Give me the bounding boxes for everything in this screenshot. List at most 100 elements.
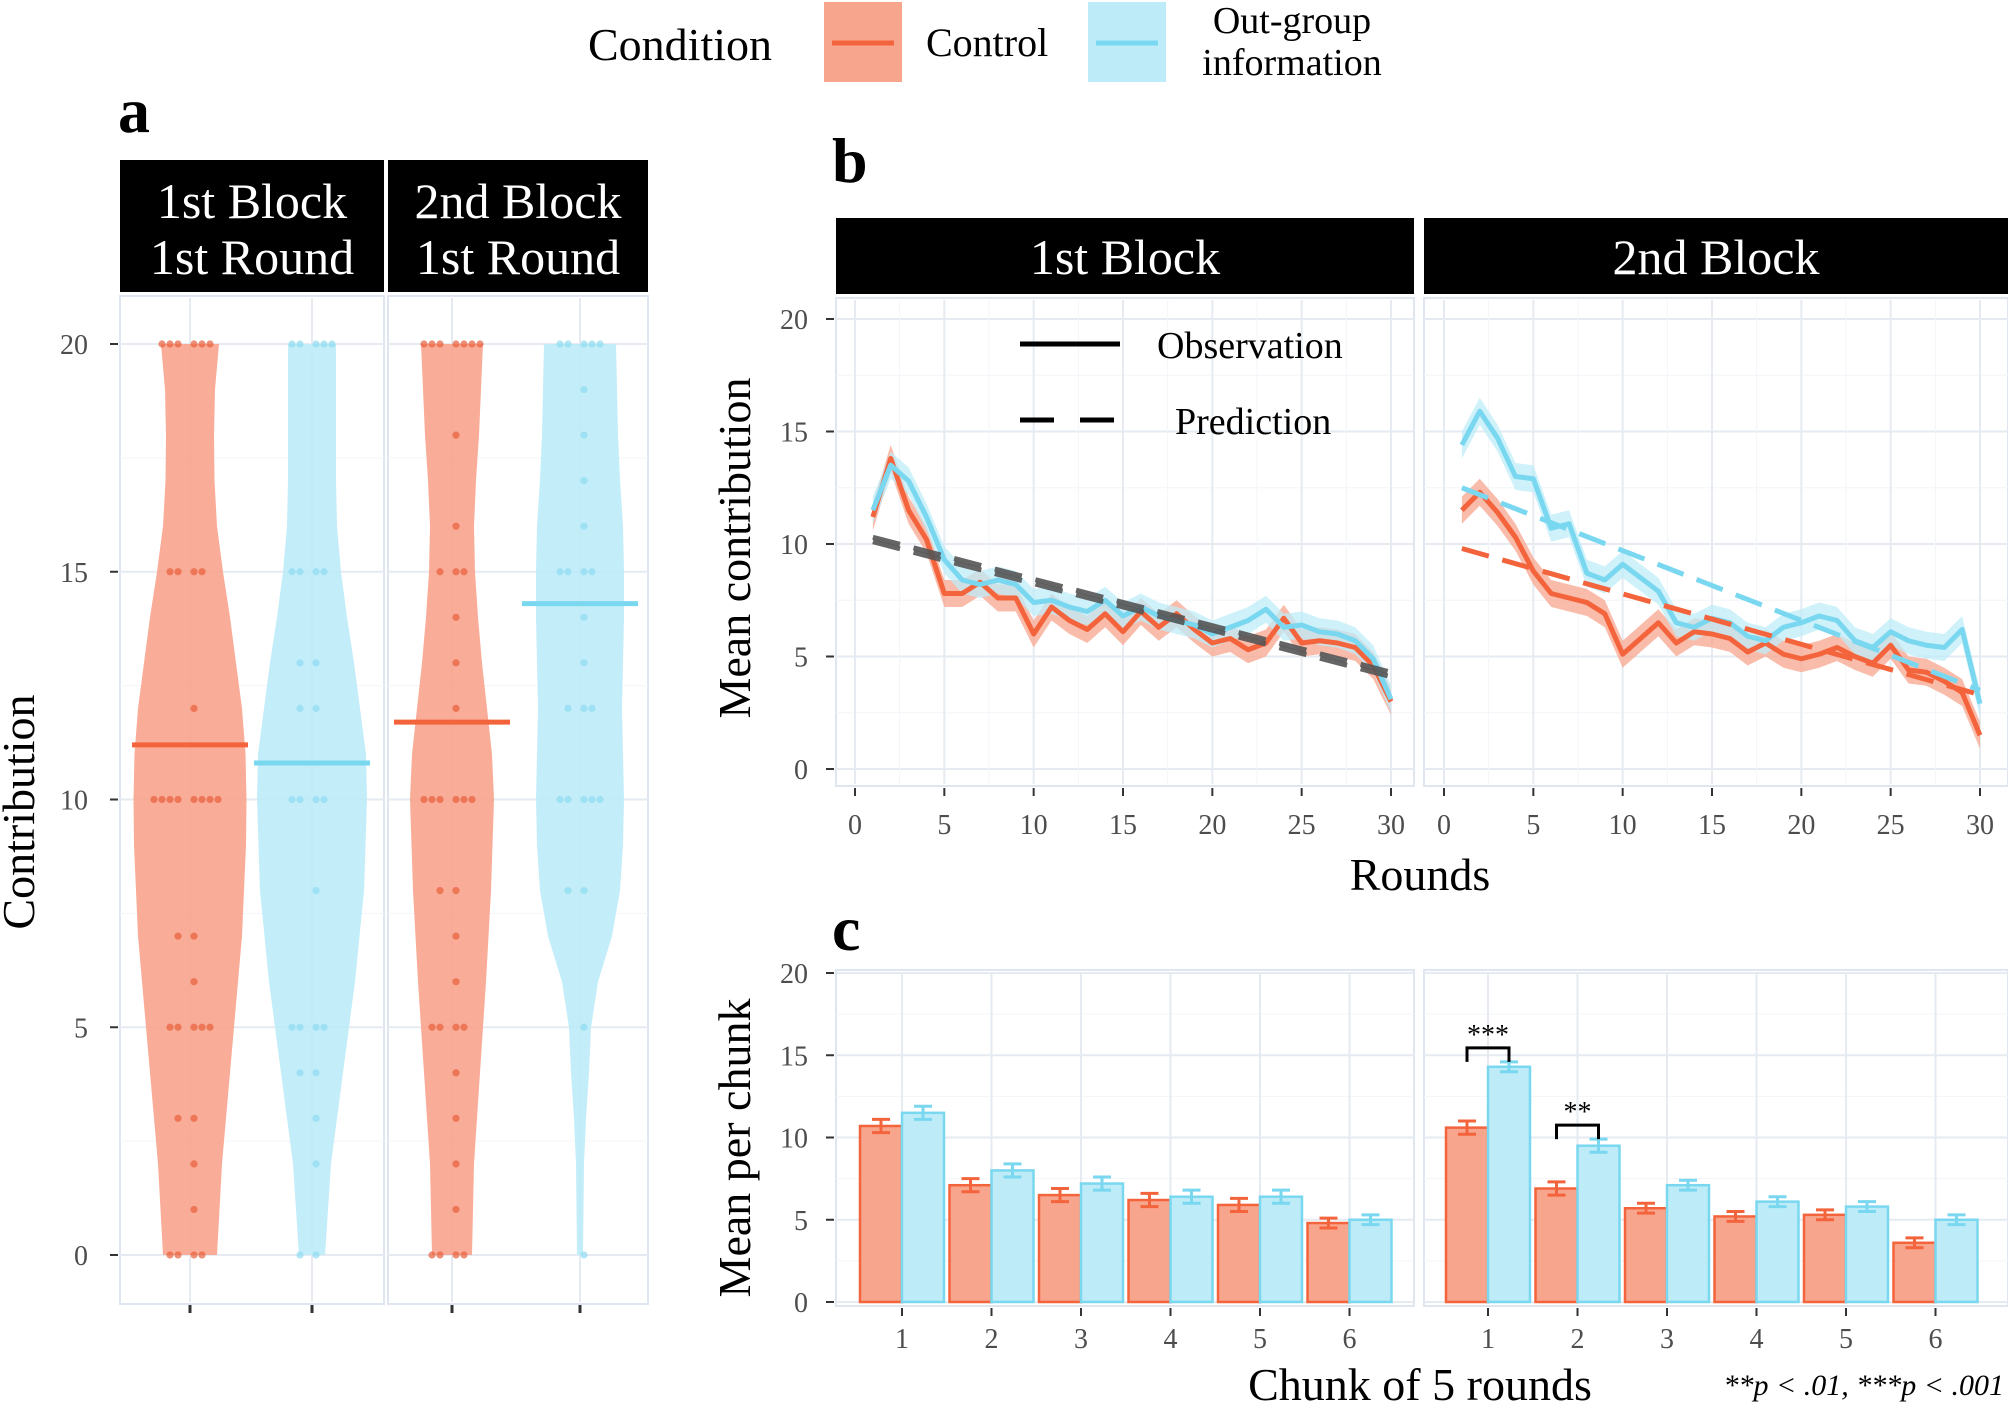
legend-label-outgroup-line2: information	[1202, 42, 1381, 84]
a-ytick-label: 20	[60, 330, 88, 361]
panel-c-x-label: Chunk of 5 rounds	[1248, 1359, 1592, 1405]
panel-c-ticks: 0 5 10 15 20 1 2 3 4 5 6 1 2 3 4 5 6	[780, 959, 1943, 1355]
data-point	[564, 340, 572, 348]
c-xtick-label: 1	[895, 1324, 909, 1355]
data-point	[174, 340, 182, 348]
data-point	[556, 568, 564, 576]
data-point	[198, 795, 206, 804]
b-ytick-label: 10	[780, 530, 808, 561]
a-ytick-label: 15	[60, 558, 88, 589]
data-point	[150, 795, 158, 804]
error-bar-control	[961, 1177, 980, 1194]
panel-a-points	[150, 340, 604, 1259]
bar-control	[1216, 1203, 1262, 1304]
data-point	[596, 340, 604, 348]
data-point	[206, 1023, 214, 1031]
data-point	[296, 340, 304, 348]
panel-b-frame-1	[835, 297, 1415, 787]
panel-a-violins	[133, 344, 624, 1255]
data-point	[312, 340, 320, 348]
data-point	[320, 568, 328, 576]
bar-outgroup	[1844, 1205, 1890, 1304]
data-point	[452, 932, 460, 940]
data-point	[588, 340, 596, 348]
error-bar-control	[1637, 1201, 1655, 1215]
data-point	[460, 1251, 468, 1259]
data-point	[206, 795, 214, 804]
data-point	[320, 340, 328, 348]
data-point	[296, 1251, 304, 1259]
data-point	[580, 431, 588, 439]
data-point	[190, 704, 198, 713]
b-xtick-label: 10	[1609, 810, 1637, 841]
panel-b-x-label: Rounds	[1350, 849, 1491, 900]
panel-a-means	[132, 601, 638, 766]
c-ytick-label: 5	[794, 1206, 808, 1237]
data-point	[166, 1023, 174, 1031]
data-point	[436, 1023, 444, 1031]
violin-2-outgroup	[536, 344, 624, 1255]
data-point	[166, 1251, 174, 1259]
error-bar-outgroup	[914, 1104, 932, 1121]
data-point	[428, 795, 436, 804]
c-ytick-label: 10	[780, 1124, 808, 1155]
legend-label-outgroup-line1: Out-group	[1213, 0, 1371, 42]
data-point	[580, 659, 588, 667]
legend-item-control: Control	[824, 2, 1048, 82]
data-point	[312, 1114, 320, 1122]
bar-control	[1444, 1126, 1490, 1304]
error-bar-outgroup	[1858, 1200, 1876, 1214]
significance-label: ***	[1467, 1020, 1509, 1051]
data-point	[468, 795, 476, 804]
data-point	[174, 1023, 182, 1031]
significance-label: **	[1564, 1097, 1592, 1128]
data-point	[174, 932, 182, 940]
data-point	[460, 340, 468, 348]
data-point	[190, 340, 198, 348]
data-point	[190, 978, 198, 986]
data-point	[158, 795, 166, 804]
c-ytick-label: 15	[780, 1041, 808, 1072]
c-xtick-label: 3	[1660, 1324, 1674, 1355]
data-point	[468, 340, 476, 348]
data-point	[320, 1023, 328, 1031]
data-point	[174, 1114, 182, 1122]
prediction-line-outgroup	[1460, 485, 1981, 693]
strip-a-2	[388, 160, 648, 292]
error-bar-control	[872, 1117, 890, 1135]
data-point	[452, 704, 460, 713]
data-point	[588, 704, 596, 713]
bar-outgroup	[1486, 1065, 1532, 1304]
bar-control	[948, 1183, 993, 1304]
panel-c-bars	[858, 1060, 1979, 1304]
a-ytick-label: 10	[60, 786, 88, 817]
bar-control	[1892, 1241, 1937, 1304]
data-point	[296, 568, 304, 576]
prediction-line-control	[1461, 546, 1981, 698]
data-point	[452, 1160, 460, 1168]
prediction-line-outgroup	[872, 534, 1392, 675]
b-xtick-label: 20	[1198, 810, 1226, 841]
error-bar-outgroup	[1589, 1137, 1608, 1154]
c-ytick-label: 0	[794, 1288, 808, 1319]
data-point	[190, 1114, 198, 1122]
panel-c-significance: *****	[1465, 1020, 1600, 1140]
bar-outgroup	[1665, 1183, 1711, 1304]
bar-outgroup	[1348, 1218, 1393, 1304]
data-point	[296, 704, 304, 713]
panel-b-gridlines	[836, 300, 2008, 784]
c-xtick-label: 5	[1253, 1324, 1267, 1355]
data-point	[190, 1205, 198, 1214]
data-point	[158, 340, 166, 348]
data-point	[580, 704, 588, 713]
data-point	[580, 1251, 588, 1259]
bar-control	[1037, 1193, 1083, 1304]
data-point	[190, 932, 198, 940]
data-point	[588, 568, 596, 576]
data-point	[460, 568, 468, 576]
data-point	[580, 887, 588, 895]
prediction-line-control	[872, 539, 1392, 680]
strip-a-1-line2: 1st Round	[150, 229, 354, 285]
bar-control	[858, 1124, 904, 1304]
